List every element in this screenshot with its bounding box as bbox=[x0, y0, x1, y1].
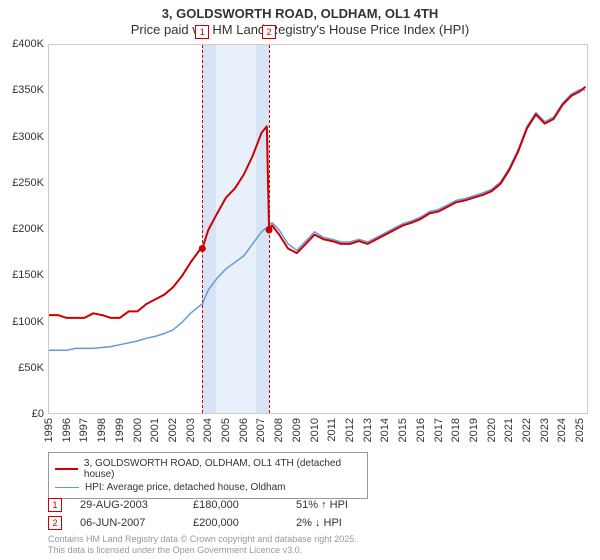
table-row: 1 29-AUG-2003 £180,000 51% ↑ HPI bbox=[48, 496, 348, 514]
series-line bbox=[49, 87, 586, 318]
row-price: £200,000 bbox=[193, 517, 278, 529]
x-tick-label: 2016 bbox=[415, 418, 427, 442]
x-tick-label: 1997 bbox=[78, 418, 90, 442]
row-pct: 51% ↑ HPI bbox=[296, 499, 348, 511]
legend-label: 3, GOLDSWORTH ROAD, OLDHAM, OL1 4TH (det… bbox=[84, 458, 361, 480]
x-tick-label: 1998 bbox=[96, 418, 108, 442]
legend-swatch bbox=[55, 468, 78, 470]
annotation-marker: 2 bbox=[262, 25, 276, 39]
row-date: 29-AUG-2003 bbox=[80, 499, 175, 511]
x-tick-label: 2020 bbox=[486, 418, 498, 442]
legend-label: HPI: Average price, detached house, Oldh… bbox=[85, 482, 286, 493]
x-tick-label: 2013 bbox=[362, 418, 374, 442]
y-tick-label: £150K bbox=[12, 269, 44, 281]
x-tick-label: 2009 bbox=[291, 418, 303, 442]
legend-row: 3, GOLDSWORTH ROAD, OLDHAM, OL1 4TH (det… bbox=[55, 457, 361, 481]
x-tick-label: 2023 bbox=[539, 418, 551, 442]
row-marker-box: 1 bbox=[48, 498, 62, 512]
x-tick-label: 2015 bbox=[397, 418, 409, 442]
y-tick-label: £50K bbox=[18, 362, 44, 374]
x-tick-label: 2022 bbox=[521, 418, 533, 442]
footer-line2: This data is licensed under the Open Gov… bbox=[48, 545, 357, 556]
title-line1: 3, GOLDSWORTH ROAD, OLDHAM, OL1 4TH bbox=[0, 6, 600, 21]
x-tick-label: 2007 bbox=[255, 418, 267, 442]
x-tick-label: 2017 bbox=[433, 418, 445, 442]
x-tick-label: 2024 bbox=[556, 418, 568, 442]
y-tick-label: £250K bbox=[12, 177, 44, 189]
x-tick-label: 2008 bbox=[273, 418, 285, 442]
title-line2: Price paid vs. HM Land Registry's House … bbox=[0, 22, 600, 37]
y-tick-label: £300K bbox=[12, 131, 44, 143]
x-tick-label: 2004 bbox=[202, 418, 214, 442]
row-pct: 2% ↓ HPI bbox=[296, 517, 342, 529]
annotation-marker: 1 bbox=[195, 25, 209, 39]
chart-plot-area: 12 bbox=[48, 44, 588, 414]
x-tick-label: 2012 bbox=[344, 418, 356, 442]
x-tick-label: 2010 bbox=[309, 418, 321, 442]
chart-container: 3, GOLDSWORTH ROAD, OLDHAM, OL1 4TH Pric… bbox=[0, 0, 600, 560]
table-row: 2 06-JUN-2007 £200,000 2% ↓ HPI bbox=[48, 514, 348, 532]
sale-marker-dot bbox=[199, 245, 206, 252]
x-tick-label: 2001 bbox=[149, 418, 161, 442]
x-tick-label: 2000 bbox=[132, 418, 144, 442]
y-tick-label: £200K bbox=[12, 223, 44, 235]
x-tick-label: 2021 bbox=[503, 418, 515, 442]
x-tick-label: 2025 bbox=[574, 418, 586, 442]
title-block: 3, GOLDSWORTH ROAD, OLDHAM, OL1 4TH Pric… bbox=[0, 0, 600, 37]
y-tick-label: £100K bbox=[12, 316, 44, 328]
line-plot-svg bbox=[49, 45, 587, 413]
x-tick-label: 2018 bbox=[450, 418, 462, 442]
x-tick-label: 2011 bbox=[326, 418, 338, 442]
row-marker-box: 2 bbox=[48, 516, 62, 530]
legend-box: 3, GOLDSWORTH ROAD, OLDHAM, OL1 4TH (det… bbox=[48, 452, 368, 499]
x-tick-label: 2006 bbox=[238, 418, 250, 442]
y-tick-label: £400K bbox=[12, 38, 44, 50]
row-date: 06-JUN-2007 bbox=[80, 517, 175, 529]
x-tick-label: 2019 bbox=[468, 418, 480, 442]
legend-swatch bbox=[55, 487, 79, 488]
x-tick-label: 1995 bbox=[43, 418, 55, 442]
sale-data-table: 1 29-AUG-2003 £180,000 51% ↑ HPI 2 06-JUN-200… bbox=[48, 496, 348, 532]
legend-row: HPI: Average price, detached house, Oldh… bbox=[55, 481, 361, 494]
footer-note: Contains HM Land Registry data © Crown c… bbox=[48, 534, 357, 556]
x-tick-label: 2014 bbox=[379, 418, 391, 442]
x-tick-label: 2003 bbox=[185, 418, 197, 442]
x-tick-label: 1999 bbox=[114, 418, 126, 442]
footer-line1: Contains HM Land Registry data © Crown c… bbox=[48, 534, 357, 545]
sale-marker-dot bbox=[266, 227, 273, 234]
x-tick-label: 1996 bbox=[61, 418, 73, 442]
x-tick-label: 2005 bbox=[220, 418, 232, 442]
y-tick-label: £350K bbox=[12, 84, 44, 96]
x-tick-label: 2002 bbox=[167, 418, 179, 442]
row-price: £180,000 bbox=[193, 499, 278, 511]
